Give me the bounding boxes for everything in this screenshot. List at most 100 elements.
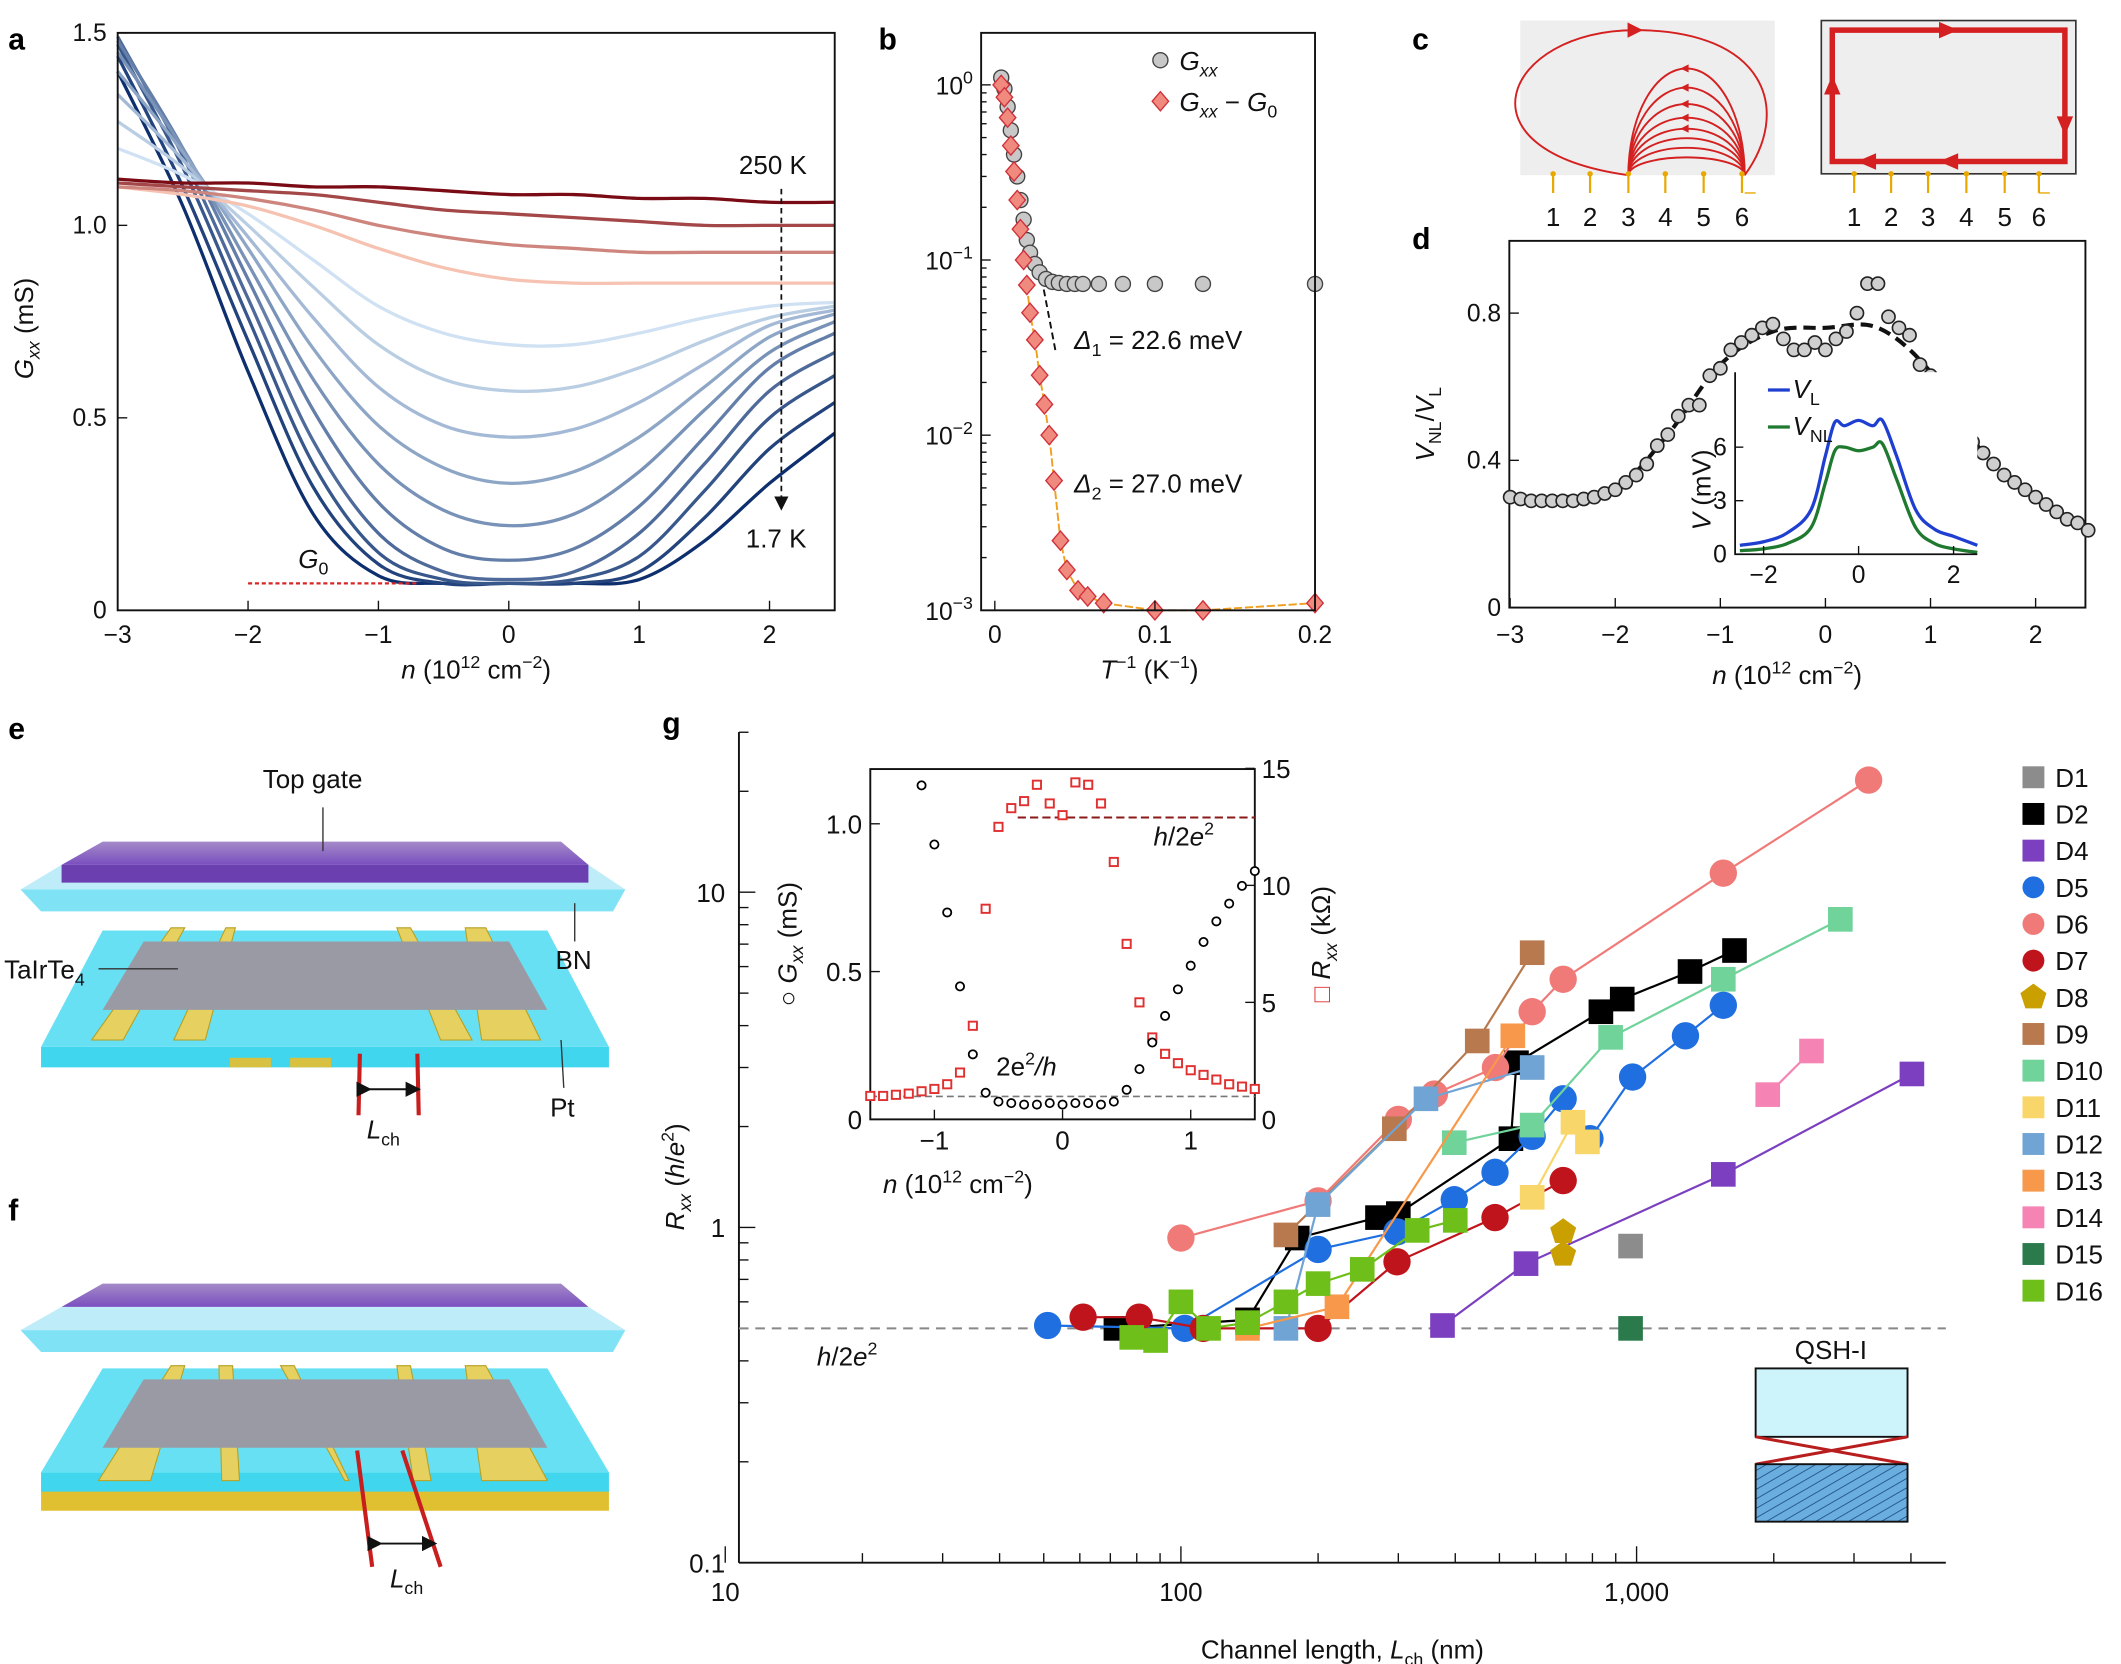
- vnl-vl-point: [1839, 324, 1854, 339]
- vnl-vl-point: [2007, 475, 2022, 490]
- data-point: [1828, 907, 1853, 932]
- contact-dot: [1662, 171, 1669, 177]
- x-tick-label: −2: [1750, 562, 1778, 589]
- contact-dot: [1963, 171, 1970, 177]
- legend-label: Gxx: [1180, 46, 1219, 81]
- vnl-vl-point: [1639, 456, 1655, 472]
- x-tick-label: 0: [1819, 622, 1833, 649]
- device-line: [1284, 1066, 1533, 1329]
- rxx-point: [1031, 779, 1042, 790]
- bn-bottom-layer: [41, 1046, 609, 1068]
- arrow-icon: [1856, 153, 1877, 170]
- vnl-vl-point: [2017, 482, 2033, 498]
- contact-number: 2: [1583, 202, 1597, 232]
- data-point: [1430, 1313, 1455, 1338]
- label-bn: BN: [556, 945, 592, 975]
- panel-g-inset-ylabel-right: □ Rxx (kΩ): [1306, 886, 1341, 1002]
- data-point: [1481, 1203, 1509, 1232]
- data-point: [1618, 1063, 1647, 1091]
- inset-legend-label: VL: [1793, 374, 1820, 409]
- gxx-curve: [117, 185, 835, 286]
- legend-marker: [2022, 876, 2045, 899]
- data-point: [1598, 1025, 1623, 1050]
- gxx-point: [1198, 937, 1209, 948]
- current-arc: [1627, 156, 1746, 176]
- data-point: [1549, 965, 1577, 993]
- data-point: [1671, 1022, 1700, 1050]
- y-tick-label-left: 0.5: [826, 957, 862, 987]
- vnl-vl-point: [1818, 342, 1833, 358]
- rxx-point: [1121, 938, 1132, 949]
- arrow-icon: [1680, 124, 1689, 133]
- vnl-vl-point: [1702, 368, 1718, 384]
- device-D13: [1235, 1023, 1526, 1341]
- x-tick-label: 2: [763, 622, 777, 649]
- gxx-point: [1031, 1099, 1042, 1110]
- y-tick-label: 10−2: [925, 418, 973, 451]
- panel-g-inset-xlabel: n (1012 cm−2): [883, 1166, 1033, 1199]
- gxx-curve: [116, 35, 836, 582]
- panel-g-ylabel: Rxx (h/e2): [657, 1123, 695, 1230]
- panel-g-inset-ylabel-left: ○ Gxx (mS): [772, 882, 807, 1006]
- panel-a-ylabel: Gxx (mS): [9, 278, 44, 380]
- vnl-vl-point: [1986, 456, 2001, 472]
- contact-number: 4: [1658, 202, 1672, 232]
- data-point: [1143, 1328, 1168, 1353]
- label-tairte4: TaIrTe4: [4, 954, 85, 989]
- vnl-vl-point: [1891, 320, 1907, 336]
- legend-label: D14: [2055, 1203, 2103, 1233]
- gxx-point: [1249, 866, 1260, 877]
- legend-label: D13: [2055, 1166, 2103, 1196]
- rxx-point: [929, 1083, 940, 1095]
- gxx-minus-g0-point: [1017, 274, 1036, 296]
- gxx-minus-g0-point: [1011, 218, 1030, 240]
- top-gate: [61, 1283, 589, 1307]
- arrow-icon: [1680, 83, 1689, 92]
- data-point: [1304, 1235, 1332, 1264]
- panel-b-chart: 0 0.1 0.2 100 10−1 10−2 10−3 Gxx Gxx − G0 Δ1 = …: [925, 31, 1332, 685]
- device-line: [1247, 1035, 1514, 1330]
- gxx-curve: [116, 43, 836, 586]
- gxx-point: [1134, 1064, 1145, 1075]
- y-tick-label: 100: [936, 67, 973, 100]
- panel-g-marks: [738, 766, 1946, 1353]
- vnl-vl-point: [1733, 335, 1749, 350]
- data-point: [1588, 999, 1614, 1025]
- x-tick-label: 100: [1159, 1577, 1202, 1607]
- y-tick-label-left: 0: [848, 1105, 862, 1135]
- contact-dot: [2001, 171, 2008, 177]
- y-tick-label-right: 15: [1262, 754, 1291, 784]
- rxx-point: [1019, 796, 1030, 807]
- inset-line-NL: [1739, 440, 1978, 555]
- x-tick-label: −2: [234, 622, 262, 649]
- y-tick-label: 0.1: [689, 1548, 725, 1578]
- legend-label: D9: [2055, 1020, 2088, 1050]
- legend-label: D4: [2055, 836, 2088, 866]
- legend-marker-diamond: [1151, 90, 1170, 112]
- data-point: [1442, 1208, 1468, 1233]
- gxx-point: [1114, 275, 1132, 293]
- data-point: [1324, 1294, 1350, 1320]
- vnl-vl-point: [1660, 427, 1676, 442]
- x-tick-label: 1: [1924, 622, 1938, 649]
- x-tick-label: −1: [364, 622, 392, 649]
- data-point: [1711, 966, 1736, 992]
- label-lch-e: Lch: [367, 1115, 400, 1150]
- bn-bottom-layer: [41, 1472, 609, 1492]
- rxx-point: [1160, 1048, 1171, 1059]
- x-tick-label: −1: [1706, 622, 1734, 649]
- gxx-point: [1172, 984, 1183, 995]
- gxx-curve: [116, 51, 836, 528]
- panel-a-frame: [116, 31, 836, 612]
- device-D1: [1618, 1233, 1643, 1259]
- x-tick-label: 1,000: [1604, 1577, 1669, 1607]
- panel-b-ticks: 0 0.1 0.2 100 10−1 10−2 10−3: [925, 67, 1332, 649]
- qsh-insulator-schematic: QSH-I: [1754, 1335, 1909, 1523]
- rxx-point: [903, 1088, 914, 1099]
- data-point: [1549, 1166, 1577, 1195]
- vnl-vl-point: [1607, 482, 1623, 498]
- device-D16: [1119, 1208, 1468, 1353]
- rxx-point: [942, 1079, 953, 1090]
- label-g0: G0: [298, 544, 328, 579]
